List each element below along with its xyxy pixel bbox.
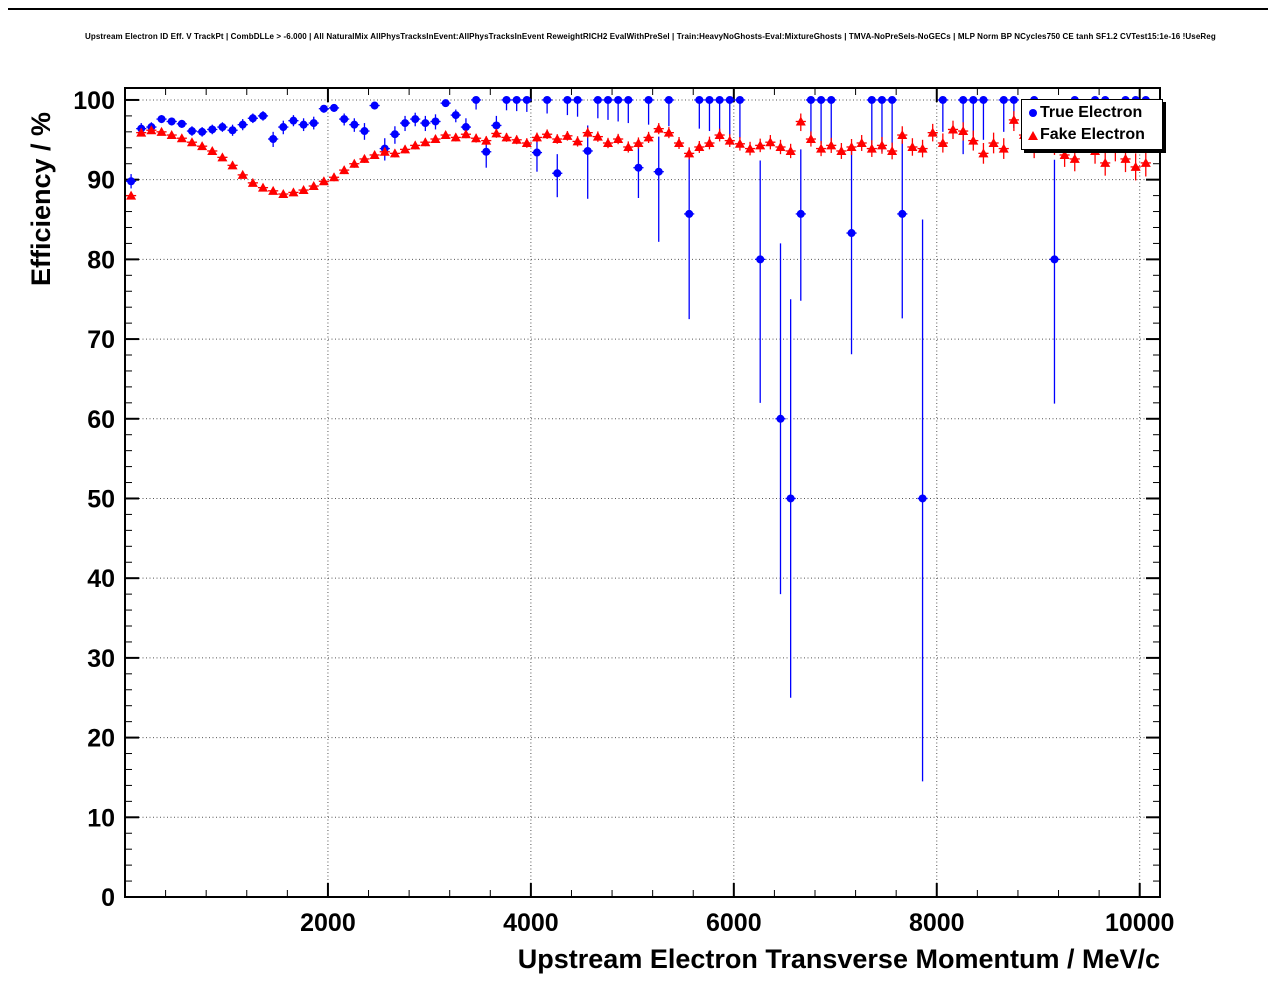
svg-text:30: 30	[87, 645, 115, 673]
legend-entry-true-electron: True Electron	[1026, 102, 1162, 124]
legend-label-fake-electron: Fake Electron	[1040, 126, 1145, 143]
x-axis-title: Upstream Electron Transverse Momentum / …	[517, 944, 1160, 974]
svg-text:100: 100	[73, 87, 115, 115]
gridlines	[125, 88, 1160, 897]
svg-text:50: 50	[87, 485, 115, 513]
plot-frame	[124, 87, 1161, 898]
legend-entry-fake-electron: Fake Electron	[1026, 124, 1162, 146]
svg-text:40: 40	[87, 565, 115, 593]
axis-ticks	[125, 88, 1160, 898]
svg-text:10000: 10000	[1105, 909, 1175, 937]
svg-text:8000: 8000	[909, 909, 965, 937]
svg-text:2000: 2000	[300, 909, 356, 937]
svg-text:80: 80	[87, 246, 115, 274]
y-axis-title: Efficiency / %	[26, 111, 56, 286]
svg-text:70: 70	[87, 326, 115, 354]
legend-label-true-electron: True Electron	[1040, 104, 1143, 121]
svg-text:4000: 4000	[503, 909, 559, 937]
true-electron-circle-icon	[1026, 109, 1040, 117]
svg-text:90: 90	[87, 167, 115, 195]
canvas-top-border	[8, 8, 1268, 10]
svg-text:60: 60	[87, 406, 115, 434]
plot-title: Upstream Electron ID Eff. V TrackPt | Co…	[85, 32, 1216, 41]
legend-box: True Electron Fake Electron	[1021, 99, 1163, 150]
svg-text:6000: 6000	[706, 909, 762, 937]
svg-text:10: 10	[87, 804, 115, 832]
svg-text:0: 0	[101, 884, 115, 912]
svg-text:20: 20	[87, 725, 115, 753]
fake-electron-triangle-icon	[1026, 130, 1040, 140]
series-true-electron	[126, 95, 1151, 782]
tick-labels: 0 10 20 30 40 50 60 70 80 90 100 2000 4000 6000 8000 10…	[73, 87, 1174, 937]
